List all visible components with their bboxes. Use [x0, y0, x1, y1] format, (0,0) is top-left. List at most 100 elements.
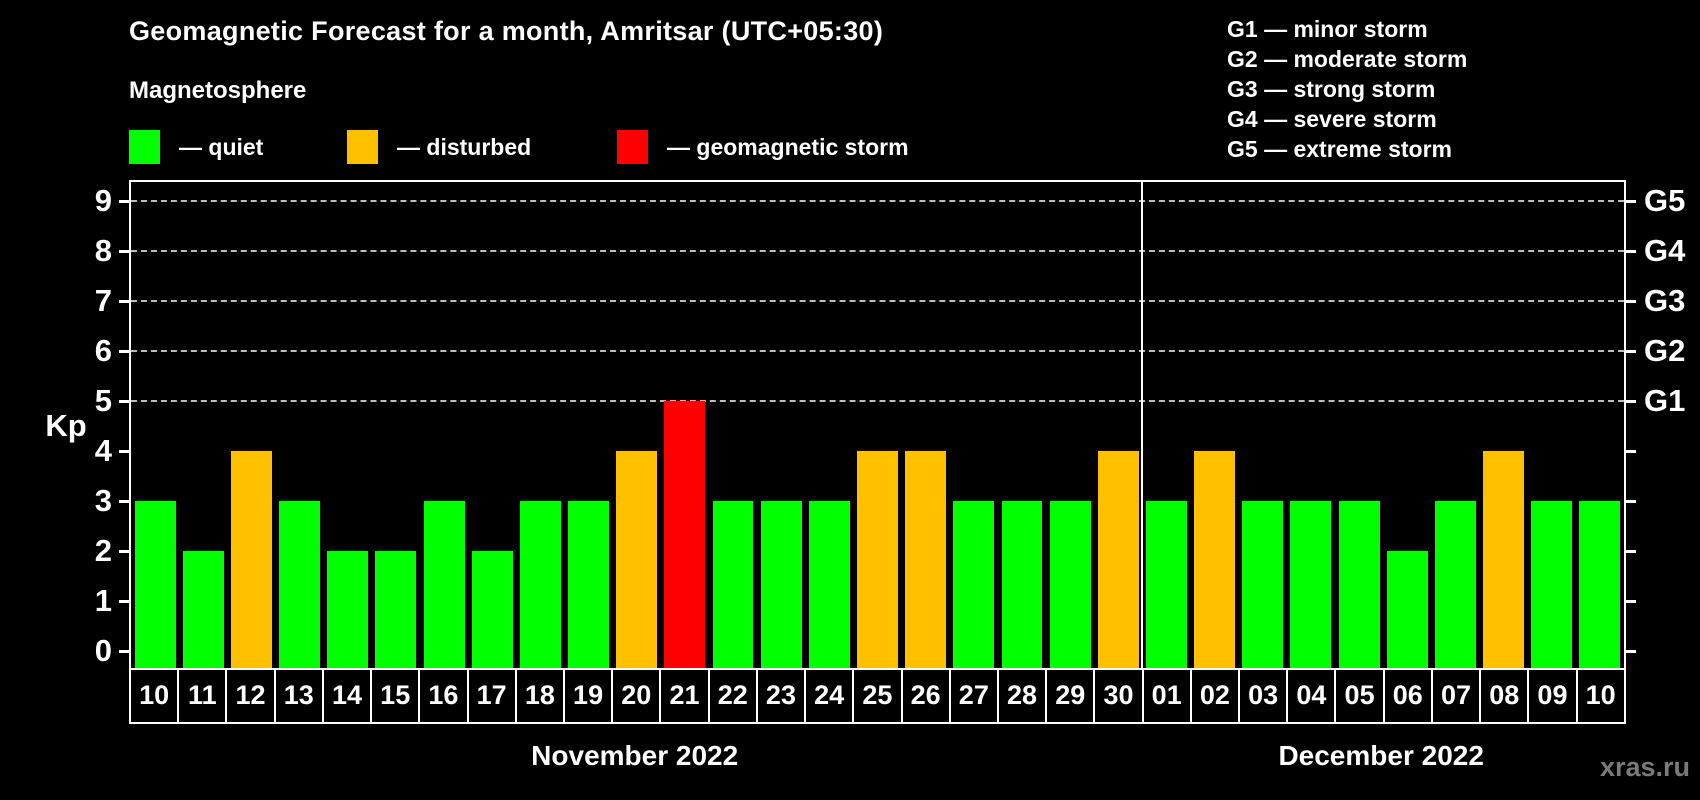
- kp-bar: [1434, 501, 1476, 668]
- kp-bar: [616, 451, 658, 668]
- right-axis-tick: [1624, 400, 1636, 403]
- day-cell: 27: [948, 668, 999, 724]
- kp-bar: [1049, 501, 1091, 668]
- y-axis-tick: [119, 200, 131, 203]
- day-cell: 30: [1093, 668, 1144, 724]
- chart-title: Geomagnetic Forecast for a month, Amrits…: [129, 16, 884, 46]
- kp-bar: [712, 501, 754, 668]
- magnetosphere-label: Magnetosphere: [129, 77, 307, 104]
- kp-bar: [1242, 501, 1284, 668]
- kp-bar: [279, 501, 321, 668]
- kp-bar: [1386, 551, 1428, 668]
- y-tick-label: 2: [94, 533, 112, 568]
- y-axis-title: Kp: [45, 408, 87, 443]
- day-cell: 26: [900, 668, 951, 724]
- plot-area: [129, 180, 1626, 670]
- right-axis-tick: [1624, 350, 1636, 353]
- day-cell: 01: [1141, 668, 1192, 724]
- kp-bar: [1097, 451, 1139, 668]
- kp-bar: [1194, 451, 1236, 668]
- day-cell: 05: [1334, 668, 1385, 724]
- kp-bar: [471, 551, 513, 668]
- kp-bar: [760, 501, 802, 668]
- day-cell: 15: [370, 668, 421, 724]
- g-scale-label: G3: [1644, 283, 1686, 318]
- kp-bar: [519, 501, 561, 668]
- g-scale-label: G2: [1644, 333, 1686, 368]
- watermark: xras.ru: [1599, 752, 1690, 782]
- y-axis-tick: [119, 400, 131, 403]
- day-cell: 14: [321, 668, 373, 724]
- day-cell: 12: [225, 668, 276, 724]
- kp-bar: [953, 501, 995, 668]
- day-cell: 19: [562, 668, 614, 724]
- storm-color-swatch: [617, 130, 648, 164]
- month-label: November 2022: [531, 740, 739, 771]
- kp-bar: [182, 551, 224, 668]
- day-cell: 20: [611, 668, 662, 724]
- kp-bar: [905, 451, 947, 668]
- gridline-kp6: [131, 350, 1624, 352]
- disturbed-color-swatch: [347, 130, 378, 164]
- day-cell: 23: [755, 668, 807, 724]
- y-axis-tick: [119, 650, 131, 653]
- day-cell: 17: [466, 668, 517, 724]
- y-axis-tick: [119, 500, 131, 503]
- gridline-kp7: [131, 300, 1624, 302]
- kp-bar: [230, 451, 272, 668]
- day-cell: 10: [129, 668, 180, 724]
- quiet-color-swatch: [129, 130, 160, 164]
- kp-bar: [568, 501, 609, 668]
- storm-scale-item-g1: G1 — minor storm: [1227, 16, 1428, 42]
- storm-scale-item-g5: G5 — extreme storm: [1227, 136, 1452, 162]
- y-tick-label: 8: [94, 233, 112, 268]
- right-axis-tick: [1624, 200, 1636, 203]
- kp-bar: [375, 551, 417, 668]
- right-axis-tick: [1624, 500, 1636, 503]
- y-tick-label: 1: [94, 583, 112, 618]
- day-cell: 09: [1527, 668, 1578, 724]
- month-separator-line: [1141, 182, 1144, 668]
- kp-bar: [1001, 501, 1043, 668]
- right-axis-tick: [1624, 550, 1636, 553]
- right-axis-tick: [1624, 650, 1636, 653]
- day-cell: 11: [177, 668, 228, 724]
- quiet-label: — quiet: [179, 133, 264, 160]
- y-tick-label: 6: [94, 333, 112, 368]
- kp-bar: [1338, 501, 1380, 668]
- month-label: December 2022: [1278, 740, 1484, 771]
- day-cell: 16: [418, 668, 469, 724]
- day-cell: 18: [514, 668, 565, 724]
- day-cell: 02: [1189, 668, 1241, 724]
- y-axis-tick: [119, 350, 131, 353]
- y-tick-label: 5: [94, 383, 112, 418]
- kp-bar: [1483, 451, 1525, 668]
- kp-bar: [808, 501, 850, 668]
- y-tick-label: 0: [94, 633, 112, 668]
- day-cell: 25: [852, 668, 903, 724]
- kp-bar: [1290, 501, 1332, 668]
- day-axis: 10 11 12 13 14 15 16 17 18 19 20 21 22 23 24 25 26 27 28 29…: [129, 668, 1626, 724]
- y-tick-label: 3: [94, 483, 112, 518]
- right-axis-tick: [1624, 600, 1636, 603]
- day-cell: 03: [1238, 668, 1289, 724]
- g-scale-label: G4: [1644, 233, 1686, 268]
- kp-bar: [1531, 501, 1573, 668]
- legend-item-disturbed: — disturbed: [347, 129, 531, 165]
- day-cell: 28: [996, 668, 1048, 724]
- day-cell: 10: [1575, 668, 1626, 724]
- kp-bar: [1579, 501, 1621, 668]
- right-axis-tick: [1624, 450, 1636, 453]
- day-cell: 07: [1430, 668, 1482, 724]
- kp-bar: [664, 401, 706, 668]
- y-tick-label: 9: [94, 183, 112, 218]
- day-cell: 24: [804, 668, 855, 724]
- kp-bar: [1145, 501, 1187, 668]
- gridline-kp8: [131, 250, 1624, 252]
- day-cell: 21: [659, 668, 710, 724]
- day-cell: 08: [1479, 668, 1530, 724]
- right-axis-tick: [1624, 300, 1636, 303]
- y-axis-tick: [119, 250, 131, 253]
- storm-label: — geomagnetic storm: [667, 133, 909, 160]
- day-cell: 04: [1286, 668, 1337, 724]
